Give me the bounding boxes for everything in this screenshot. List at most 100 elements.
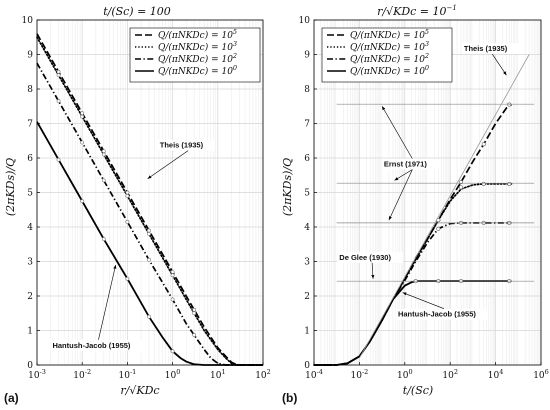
panel-b-annotation-bg [337,251,403,263]
panel-a-ref-marker [147,228,151,233]
panel-b-annotation-label: Theis (1935) [464,44,508,53]
panel-b-legend-entry-text: Q/(πNKDc) = 10 [350,30,425,41]
panel-a-legend-entry: Q/(πNKDc) = 100 [158,64,237,77]
panel-b-legend-entry-text: Q/(πNKDc) = 10 [350,42,425,53]
panel-a-title: t/(Sc) = 100 [103,5,171,18]
panel-a-y-tick-label: 1 [27,327,33,337]
panel-b-y-tick-label: 8 [304,85,310,95]
panel-b-y-tick-label: 6 [304,154,310,164]
panel-a-x-tick-label: 100 [165,368,181,381]
panel-b-ref-marker [481,181,486,186]
panel-a-ref-marker [125,194,130,198]
panel-a-ref-marker [170,349,175,354]
panel-a-ref-marker [101,178,106,183]
panel-b-annotation-arrowhead [503,71,507,76]
panel-b-xlabel: t/(Sc) [403,384,433,397]
panel-b-x-tick-label: 10-4 [305,368,323,381]
panel-a-x-tick-label: 10-1 [119,368,137,381]
panel-a-x-tick-base: 10 [210,371,222,381]
panel-a-ref-marker [101,149,106,154]
panel-a-y-tick-label: 4 [27,223,33,233]
panel-a-ref-marker [192,311,197,316]
panel-b-ref-marker [481,142,486,147]
panel-a-ref-marker [101,152,106,157]
panel-b-x-tick-base: 10 [305,371,317,381]
panel-a-legend-entry-exp: 2 [232,52,237,60]
panel-a-x-tick-base: 10 [73,371,85,381]
panel-b-x-tick-base: 10 [351,371,363,381]
panel-a-x-tick-label: 101 [210,368,226,381]
panel-b-x-tick-exp: 0 [408,368,412,376]
panel-a-annotation-label: Hantush-Jacob (1955) [52,341,130,350]
panel-a-ref-marker [147,231,151,236]
panel-b-legend-entry: Q/(πNKDc) = 100 [350,64,429,77]
panel-a-ref-marker [56,69,61,74]
panel-a-ref-marker [56,157,61,162]
panel-a-ref-marker [125,190,130,195]
panel-a-ref-marker [170,273,175,278]
panel-b-annotation-arrowhead [388,216,392,221]
panel-b-x-tick-label: 10-2 [351,368,369,381]
panel-b-legend-entry: Q/(πNKDc) = 102 [350,52,429,65]
panel-a-y-tick-label: 10 [22,16,34,26]
panel-a-ref-marker [80,114,85,119]
panel-a-x-tick-base: 10 [255,371,267,381]
panel-b-annotation-bg [395,308,488,320]
panel-b-x-tick-exp: 2 [454,368,458,376]
panel-b-x-tick-exp: -4 [317,368,323,376]
panel-b-y-tick-label: 1 [304,327,310,337]
panel-a-y-tick-label: 3 [27,258,33,268]
panel-a-x-tick-base: 10 [119,371,131,381]
panel-a-legend-entry-text: Q/(πNKDc) = 10 [158,30,233,41]
panel-a-x-tick-exp: -1 [130,368,136,376]
panel-b-x-tick-exp: 6 [545,368,549,376]
panel-b-annotation-label: De Glee (1930) [339,253,391,262]
panel-a-y-tick-label: 7 [27,120,33,130]
panel-a-x-tick-exp: 1 [221,368,225,376]
panel-a-ref-marker [147,257,151,262]
panel-a-ref-marker [56,99,61,103]
panel-a-ref-marker [80,111,85,116]
panel-b-x-tick-base: 10 [488,371,500,381]
panel-a-x-tick-base: 10 [28,371,40,381]
panel-b-y-tick-label: 3 [304,258,310,268]
panel-b-legend-entry-text: Q/(πNKDc) = 10 [350,54,425,65]
panel-b-annotation-bg [461,43,519,55]
panel-b-theis-line [359,54,530,359]
panel-a-y-tick-label: 6 [27,154,33,164]
panel-a-y-tick-label: 2 [27,292,33,302]
panel-b-x-tick-label: 100 [397,368,413,381]
panel-b-y-tick-label: 9 [304,51,310,61]
panel-b-y-tick-label: 5 [304,189,310,199]
panel-a-ref-marker [125,276,130,281]
panel-b-annotation-label: Ernst (1971) [384,160,427,169]
panel-a-legend-entry-exp: 3 [233,40,237,48]
panel-b-annotation-arrowhead [371,274,375,279]
panel-a-legend-entry: Q/(πNKDc) = 102 [158,52,237,65]
panel-b-label: (b) [282,391,297,405]
panel-a-legend-entry-text: Q/(πNKDc) = 10 [158,54,233,65]
panel-b-legend-entry: Q/(πNKDc) = 105 [350,28,429,41]
panel-b-y-tick-label: 7 [304,120,310,130]
panel-b-legend-entry-exp: 0 [425,64,429,72]
panel-a-ref-marker [101,237,106,241]
panel-b-x-tick-base: 10 [397,371,409,381]
panel-b-title-base: r/√KDc = 10 [377,5,446,18]
panel-a-annotation-arrowhead [113,264,117,269]
panel-a-x-tick-label: 10-3 [28,368,46,381]
panel-a-legend-entry-text: Q/(πNKDc) = 10 [158,42,233,53]
panel-a-legend-entry-exp: 0 [233,64,237,72]
panel-b-x-tick-base: 10 [442,371,454,381]
panel-a-ref-marker [170,297,175,302]
panel-a-x-tick-label: 10-2 [73,368,91,381]
panel-b-legend-entry-exp: 3 [425,40,429,48]
panel-b-x-tick-exp: -2 [362,368,368,376]
panel-b-y-tick-label: 4 [304,223,310,233]
panel-a-annotation-bg [50,339,143,351]
panel-a-y-tick-label: 5 [27,189,33,199]
